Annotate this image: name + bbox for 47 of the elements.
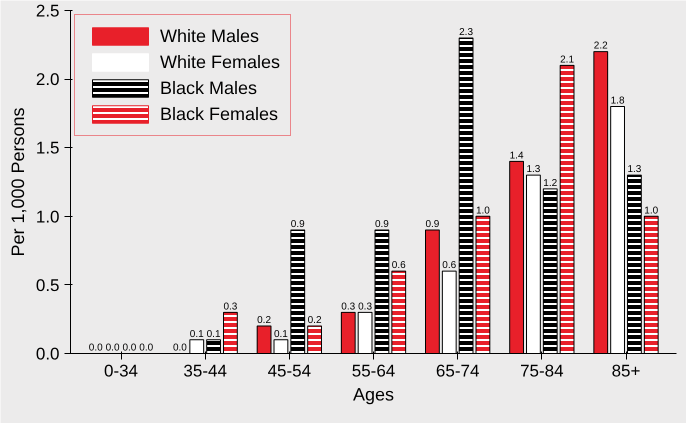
x-tick-label: 55-64 — [352, 362, 396, 380]
data-label: 1.2 — [543, 178, 558, 189]
data-label: 0.2 — [257, 315, 272, 326]
x-tick-label: 0-34 — [104, 362, 138, 380]
data-label: 0.9 — [290, 219, 306, 230]
data-label: 0.6 — [392, 260, 406, 272]
x-tick-label: 45-54 — [268, 362, 312, 380]
x-tick-label: 35-44 — [183, 362, 227, 380]
y-tick-label: 1.0 — [36, 207, 60, 226]
data-label: 1.8 — [610, 96, 625, 107]
data-label: 0.1 — [206, 328, 221, 340]
legend-label: White Males — [160, 26, 260, 46]
data-label: 2.2 — [594, 40, 608, 52]
data-label: 0.6 — [442, 260, 457, 272]
data-label: 0.2 — [308, 315, 322, 326]
data-label: 0.9 — [425, 219, 440, 230]
data-label: 0.1 — [190, 328, 204, 340]
data-label: 1.4 — [510, 150, 524, 162]
data-label: 2.3 — [459, 26, 474, 38]
data-label: 2.1 — [560, 54, 574, 66]
data-label: 1.3 — [627, 164, 642, 176]
data-label: 0.3 — [341, 301, 356, 312]
x-tick-label: 65-74 — [436, 362, 480, 380]
y-tick-label: 2.5 — [36, 2, 60, 20]
y-tick-label: 1.5 — [36, 138, 60, 158]
data-label: 1.0 — [644, 205, 659, 216]
data-label: 0.0 — [122, 342, 137, 354]
data-label: 1.3 — [526, 164, 541, 176]
legend-label: Black Females — [160, 104, 278, 124]
legend-label: White Females — [160, 52, 280, 72]
x-axis-title: Ages — [352, 384, 394, 404]
data-label: 1.0 — [476, 205, 490, 216]
data-label: 0.0 — [106, 342, 120, 354]
legend-label: Black Males — [160, 78, 258, 98]
y-tick-label: 2.0 — [36, 70, 60, 90]
y-tick-label: 0.0 — [36, 344, 60, 364]
data-label: 0.1 — [274, 328, 288, 340]
y-tick-label: 0.5 — [36, 276, 60, 295]
data-label: 0.0 — [88, 342, 104, 354]
x-tick-label: 85+ — [612, 362, 640, 380]
data-label: 0.3 — [223, 301, 238, 312]
data-label: 0.0 — [139, 342, 154, 354]
y-axis-title: Per 1,000 Persons — [8, 107, 28, 257]
x-tick-label: 75-84 — [520, 362, 564, 380]
data-label: 0.9 — [374, 219, 390, 230]
data-label: 0.0 — [172, 342, 188, 354]
data-label: 0.3 — [358, 301, 372, 312]
